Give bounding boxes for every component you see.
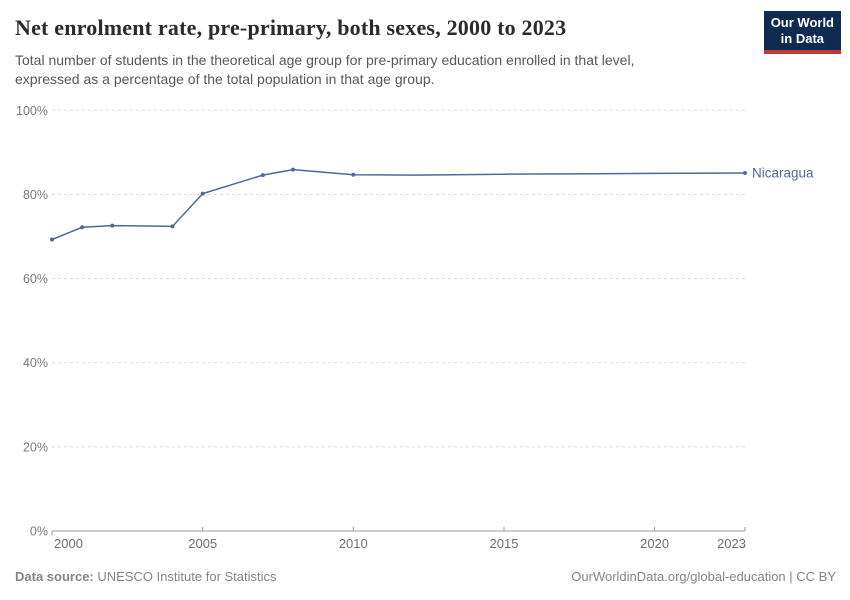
- data-point-2005[interactable]: [200, 191, 205, 196]
- data-point-2008[interactable]: [291, 167, 295, 172]
- x-axis-tick-label: 2010: [339, 536, 368, 551]
- x-axis-tick-label: 2000: [54, 536, 83, 551]
- y-axis-tick-label: 80%: [23, 188, 48, 202]
- data-source-value: UNESCO Institute for Statistics: [93, 569, 277, 584]
- owid-logo-line2: in Data: [780, 31, 825, 46]
- y-axis-tick-label: 20%: [23, 440, 48, 454]
- chart-title: Net enrolment rate, pre-primary, both se…: [15, 15, 567, 40]
- x-axis-tick-label: 2005: [188, 536, 217, 551]
- data-source-label: Data source:: [15, 569, 94, 584]
- y-axis-tick-label: 40%: [23, 356, 48, 370]
- data-source-note: Data source: UNESCO Institute for Statis…: [15, 569, 277, 584]
- credit-link[interactable]: OurWorldinData.org/global-education | CC…: [571, 569, 836, 584]
- y-axis-tick-label: 60%: [23, 272, 48, 286]
- series-line-nicaragua[interactable]: [51, 168, 746, 241]
- data-point-2004[interactable]: [170, 224, 175, 229]
- chart-subtitle-line2: expressed as a percentage of the total p…: [15, 70, 435, 87]
- data-point-2023[interactable]: [743, 171, 747, 175]
- x-axis-tick-label: 2015: [490, 536, 519, 551]
- chart-subtitle: Total number of students in the theoreti…: [15, 51, 735, 88]
- series-label-nicaragua[interactable]: Nicaragua: [752, 166, 814, 181]
- data-point-2010[interactable]: [351, 172, 356, 177]
- chart-subtitle-line1: Total number of students in the theoreti…: [15, 52, 635, 68]
- data-point-2001[interactable]: [80, 225, 85, 230]
- y-axis-tick-label: 100%: [16, 104, 48, 118]
- data-point-2007[interactable]: [260, 173, 265, 178]
- data-point-2000[interactable]: [50, 237, 54, 242]
- owid-logo-line1: Our World: [770, 15, 834, 30]
- x-axis-tick-label: 2020: [640, 536, 669, 551]
- x-axis-tick-label: 2023: [717, 536, 746, 551]
- data-point-2002[interactable]: [110, 223, 115, 228]
- y-axis-tick-label: 0%: [30, 525, 48, 539]
- owid-logo[interactable]: Our World in Data: [763, 11, 841, 54]
